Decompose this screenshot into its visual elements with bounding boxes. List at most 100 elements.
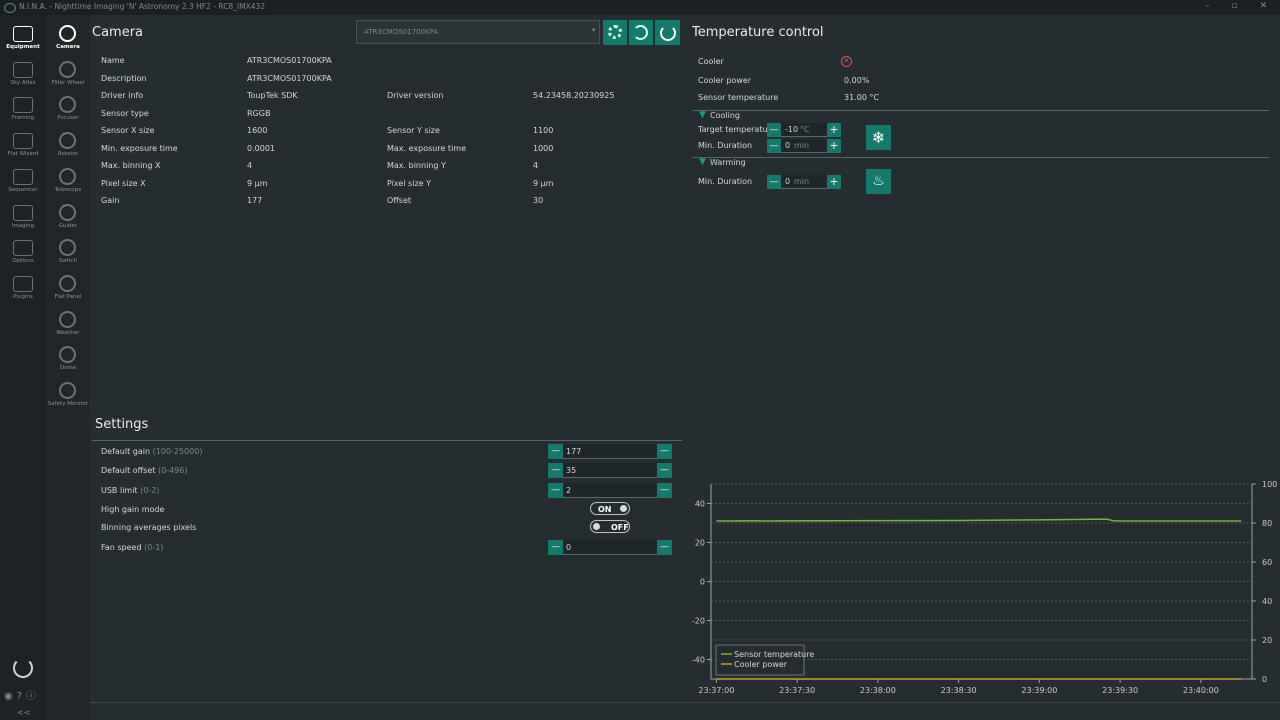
decrement-button[interactable]: — xyxy=(548,540,563,555)
section-toggle[interactable]: ▼ xyxy=(699,110,706,120)
equipment-icon[interactable] xyxy=(59,346,76,364)
nav-item[interactable]: Sequencer xyxy=(8,186,38,193)
equipment-icon[interactable] xyxy=(59,203,76,221)
nav-icon[interactable] xyxy=(13,275,33,292)
equipment-item[interactable]: Filter Wheel xyxy=(51,79,85,86)
nav-icon[interactable] xyxy=(13,61,33,78)
device-dropdown[interactable] xyxy=(356,20,600,44)
cooler-off-icon: ✕ xyxy=(841,56,852,67)
nav-icon[interactable] xyxy=(13,204,33,221)
increment-button[interactable]: + xyxy=(827,139,841,153)
decrement-button[interactable]: — xyxy=(548,483,563,498)
x-tick-label: 23:40:00 xyxy=(1183,686,1219,695)
spinner-value: 0 xyxy=(785,141,791,150)
spinner-value: 0 xyxy=(785,177,791,186)
nav-item[interactable]: Framing xyxy=(11,115,35,122)
nav-icon[interactable] xyxy=(13,168,33,185)
gear-icon xyxy=(608,25,622,39)
value-input[interactable] xyxy=(563,444,657,459)
equipment-icon[interactable] xyxy=(59,96,76,114)
setting-range: (0-1) xyxy=(144,543,164,552)
warm-button[interactable]: ♨ xyxy=(866,169,891,194)
increment-button[interactable]: + xyxy=(827,123,841,137)
decrement-button[interactable]: — xyxy=(767,123,781,137)
equipment-icon[interactable] xyxy=(59,25,76,42)
value-input[interactable] xyxy=(781,175,827,189)
value-input[interactable] xyxy=(563,483,657,498)
decrement-button[interactable]: — xyxy=(767,175,781,189)
spinner-unit: °C xyxy=(800,125,810,134)
nav-item[interactable]: Options xyxy=(12,258,34,265)
info-value: ToupTek SDK xyxy=(247,91,298,100)
toggle-knob xyxy=(593,523,600,530)
nav-item[interactable]: Plugins xyxy=(13,293,33,300)
equipment-item[interactable]: Camera xyxy=(56,44,80,50)
equipment-icon[interactable] xyxy=(59,310,76,328)
info-value: 4 xyxy=(247,161,253,170)
section-toggle[interactable]: ▼ xyxy=(699,157,706,167)
section-title: Warming xyxy=(710,158,746,167)
x-tick-label: 23:37:00 xyxy=(698,686,734,695)
setting-label: Binning averages pixels xyxy=(101,523,197,532)
value-input[interactable] xyxy=(781,123,827,137)
toggle[interactable] xyxy=(590,502,630,515)
legend-box xyxy=(715,644,805,676)
decrement-button[interactable]: — xyxy=(548,444,563,459)
info-label: Driver version xyxy=(387,91,444,100)
x-tick-label: 23:38:00 xyxy=(860,686,896,695)
value-input[interactable] xyxy=(563,463,657,478)
nav-icon[interactable] xyxy=(13,240,33,257)
equipment-item[interactable]: Safety Monitor xyxy=(47,401,89,407)
equipment-item[interactable]: Telescope xyxy=(54,186,82,193)
increment-button[interactable]: — xyxy=(657,463,672,478)
toggle[interactable] xyxy=(590,520,630,533)
info-label: Sensor X size xyxy=(101,126,155,135)
equipment-item[interactable]: Dome xyxy=(59,365,77,372)
equipment-item[interactable]: Focuser xyxy=(57,115,79,122)
nav-icon[interactable] xyxy=(13,97,33,114)
equipment-icon[interactable] xyxy=(59,167,76,185)
nav-icon[interactable] xyxy=(13,26,33,42)
setting-label: Default offset (0-496) xyxy=(101,466,188,475)
power-button[interactable] xyxy=(13,658,33,678)
equipment-item[interactable]: Guider xyxy=(58,222,78,229)
equipment-icon[interactable] xyxy=(59,60,76,78)
equipment-item[interactable]: Weather xyxy=(56,329,80,336)
equipment-item[interactable]: Rotator xyxy=(57,151,79,158)
value-input[interactable] xyxy=(781,139,827,153)
increment-button[interactable]: — xyxy=(657,483,672,498)
increment-button[interactable]: + xyxy=(827,175,841,189)
decrement-button[interactable]: — xyxy=(548,463,563,478)
equipment-icon[interactable] xyxy=(59,274,76,292)
window-controls[interactable]: –▫✕ xyxy=(1205,1,1267,11)
nav-item[interactable]: Flat Wizard xyxy=(7,151,39,158)
setting-range: (100-25000) xyxy=(152,447,203,456)
equipment-item[interactable]: Flat Panel xyxy=(54,293,82,300)
increment-button[interactable]: — xyxy=(657,540,672,555)
nav-item[interactable]: Sky Atlas xyxy=(10,79,36,86)
y-tick-label: 40 xyxy=(695,500,705,509)
equipment-icon[interactable] xyxy=(59,239,76,257)
equipment-item[interactable]: Switch xyxy=(58,258,78,265)
collapse-button[interactable]: << xyxy=(17,708,31,717)
y2-tick-label: 60 xyxy=(1262,558,1272,567)
x-tick-label: 23:38:30 xyxy=(941,686,977,695)
spinner-unit: min xyxy=(794,141,810,150)
value-input[interactable] xyxy=(563,540,657,555)
equipment-icon[interactable] xyxy=(59,382,76,399)
setting-label: High gain mode xyxy=(101,505,165,514)
info-value: 30 xyxy=(533,196,544,205)
help-icons[interactable]: ◉?ⓘ xyxy=(4,691,41,702)
increment-button[interactable]: — xyxy=(657,444,672,459)
status-value: 31.00 °C xyxy=(844,93,880,102)
status-label: Cooler xyxy=(698,57,724,66)
equipment-icon[interactable] xyxy=(59,132,76,150)
nav-item[interactable]: Imaging xyxy=(11,222,35,229)
decrement-button[interactable]: — xyxy=(767,139,781,153)
x-tick-label: 23:39:00 xyxy=(1021,686,1057,695)
cool-button[interactable]: ❄ xyxy=(866,125,891,150)
nav-icon[interactable] xyxy=(13,133,33,150)
nav-item[interactable]: Equipment xyxy=(6,44,40,50)
